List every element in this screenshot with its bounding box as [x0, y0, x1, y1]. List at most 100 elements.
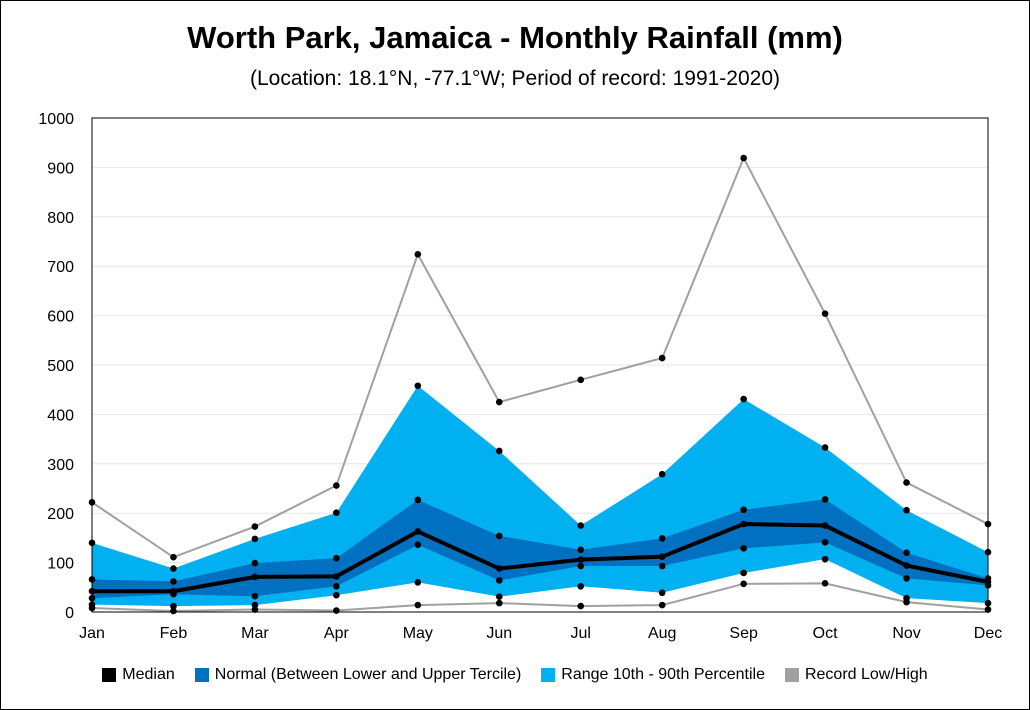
point-record-high-mar [251, 523, 259, 530]
y-tick-label: 700 [47, 259, 74, 276]
x-tick-label-may: May [403, 625, 433, 642]
point-record-low-feb [170, 607, 177, 615]
chart-subtitle: (Location: 18.1°N, -77.1°W; Period of re… [249, 67, 781, 90]
point-p10-oct [821, 555, 829, 563]
point-p90-sep [740, 395, 747, 403]
point-median-may [414, 528, 422, 535]
y-tick-label: 800 [47, 210, 74, 227]
point-tercile-lower-mar [251, 592, 259, 600]
point-p90-may [414, 382, 422, 390]
point-p10-jul [577, 583, 585, 590]
legend-label-record: Record Low/High [804, 666, 928, 683]
point-median-jul [577, 556, 585, 563]
point-record-high-jul [577, 376, 585, 384]
x-tick-label-oct: Oct [813, 625, 838, 642]
y-tick-label: 500 [47, 358, 74, 375]
point-tercile-lower-oct [821, 539, 829, 546]
point-tercile-lower-sep [740, 544, 747, 552]
y-tick-label: 400 [47, 407, 74, 424]
point-record-low-apr [333, 607, 340, 614]
line-median [92, 522, 989, 594]
point-p90-nov [903, 506, 910, 514]
point-record-low-sep [740, 580, 747, 588]
point-p10-mar [251, 601, 259, 609]
x-tick-label-jul: Jul [571, 625, 591, 642]
legend-label-normal: Normal (Between Lower and Upper Tercile) [214, 666, 522, 683]
legend-swatch-median [102, 668, 117, 682]
x-tick-label-jan: Jan [79, 625, 105, 642]
point-median-feb [170, 587, 177, 595]
point-record-high-nov [903, 479, 910, 486]
legend-item-median: Median [102, 666, 175, 684]
legend-swatch-record [784, 668, 799, 682]
point-p10-nov [903, 594, 910, 602]
y-tick-label: 300 [47, 457, 74, 474]
point-tercile-upper-oct [821, 496, 829, 503]
line-record-high [91, 155, 989, 559]
point-tercile-upper-mar [251, 559, 259, 567]
point-p10-may [414, 579, 422, 586]
point-median-mar [251, 573, 259, 581]
y-tick-label: 100 [47, 556, 74, 573]
point-record-high-aug [658, 354, 666, 362]
point-tercile-lower-jul [577, 562, 585, 570]
point-p10-feb [170, 602, 177, 610]
x-tick-label-aug: Aug [648, 625, 676, 642]
y-tick-label: 0 [65, 605, 74, 622]
point-p90-jul [577, 522, 585, 529]
x-tick-label-sep: Sep [729, 625, 758, 642]
point-p90-mar [251, 535, 259, 543]
point-tercile-lower-jun [495, 577, 503, 584]
line-record-low [91, 582, 989, 613]
point-p10-aug [658, 589, 666, 597]
point-median-apr [333, 573, 340, 580]
point-median-sep [740, 520, 747, 528]
legend-swatch-percentile [541, 668, 556, 682]
point-tercile-upper-may [414, 496, 422, 504]
point-p10-jun [495, 593, 503, 600]
chart-title: Worth Park, Jamaica - Monthly Rainfall (… [187, 20, 843, 55]
legend-item-record: Record Low/High [784, 666, 928, 684]
point-p90-feb [170, 565, 177, 572]
y-tick-label: 200 [47, 506, 74, 523]
point-tercile-upper-jun [495, 532, 503, 540]
point-p10-apr [333, 591, 340, 599]
point-tercile-upper-feb [170, 578, 177, 585]
point-record-high-oct [821, 310, 829, 317]
point-p10-sep [740, 569, 747, 577]
y-tick-label: 1000 [38, 111, 74, 128]
point-median-nov [903, 562, 910, 569]
legend-item-normal: Normal (Between Lower and Upper Tercile) [194, 666, 522, 684]
point-record-high-feb [170, 553, 177, 561]
point-record-low-may [414, 601, 422, 609]
point-record-low-jul [577, 602, 585, 610]
point-median-oct [821, 522, 829, 529]
point-record-low-jun [495, 599, 503, 607]
legend-label-median: Median [122, 666, 175, 683]
y-tick-label: 600 [47, 309, 74, 326]
point-p90-oct [821, 444, 829, 451]
x-tick-label-dec: Dec [974, 625, 1002, 642]
legend: Median Normal (Between Lower and Upper T… [0, 666, 1030, 684]
point-p90-aug [658, 470, 666, 478]
plot-area-border [91, 117, 989, 613]
point-tercile-lower-nov [903, 575, 910, 582]
x-tick-label-mar: Mar [241, 625, 269, 642]
point-record-high-sep [740, 154, 747, 162]
point-p90-jun [495, 447, 503, 455]
point-median-aug [658, 553, 666, 560]
point-p90-apr [333, 509, 340, 517]
point-tercile-upper-apr [333, 554, 340, 562]
x-tick-label-jun: Jun [486, 625, 512, 642]
point-tercile-upper-sep [740, 506, 747, 514]
point-tercile-lower-apr [333, 583, 340, 590]
point-record-high-apr [333, 482, 340, 489]
point-record-low-aug [658, 601, 666, 609]
point-tercile-upper-jul [577, 546, 585, 554]
x-tick-label-feb: Feb [160, 625, 188, 642]
point-record-high-may [414, 251, 422, 258]
band-percentile [92, 385, 988, 607]
point-record-high-jun [495, 398, 503, 406]
point-tercile-lower-aug [658, 562, 666, 570]
